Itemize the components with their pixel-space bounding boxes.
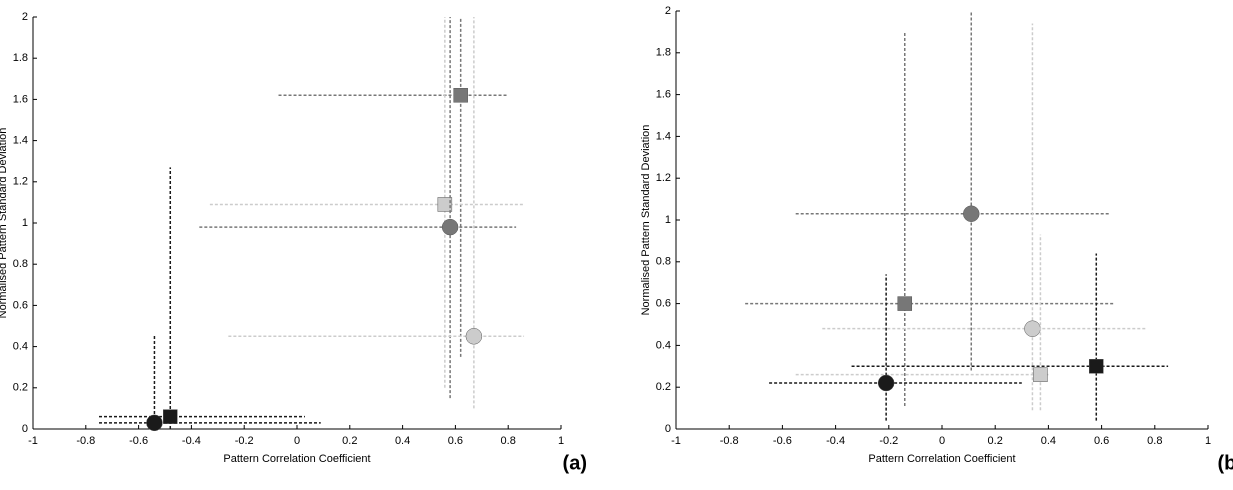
y-tick-label: 0.2 [13, 382, 28, 394]
y-axis-label: Normalised Pattern Standard Deviation [640, 125, 652, 316]
y-tick-label: 0.4 [13, 341, 28, 353]
x-tick-label: -0.6 [129, 435, 148, 447]
x-axis-label: Pattern Correlation Coefficient [868, 453, 1015, 465]
y-tick-label: 1.8 [656, 47, 671, 59]
marker-square [437, 197, 453, 212]
panel-label: (a) [563, 452, 587, 474]
x-tick-label: -0.8 [76, 435, 95, 447]
x-tick-label: 0.2 [342, 435, 357, 447]
y-tick-label: 0.8 [656, 256, 671, 268]
marker-square [1089, 359, 1104, 374]
marker-circle [877, 374, 895, 392]
marker-circle [441, 218, 459, 236]
point-group [851, 253, 1169, 421]
marker-square [163, 409, 178, 424]
y-tick-label: 1.8 [13, 52, 28, 64]
x-tick-label: -0.4 [182, 435, 201, 447]
point-group [795, 234, 1049, 411]
y-tick-label: 2 [665, 5, 671, 17]
x-tick-label: -1 [28, 435, 38, 447]
x-tick-label: 0.2 [988, 435, 1003, 447]
marker-circle [146, 414, 163, 432]
marker-circle [1024, 320, 1041, 337]
x-tick-label: -0.2 [879, 435, 898, 447]
point-group [199, 17, 517, 399]
y-tick-label: 1.6 [656, 89, 671, 101]
x-tick-label: 0 [294, 435, 300, 447]
marker-circle [963, 205, 980, 222]
x-tick-label: 0.6 [448, 435, 463, 447]
point-group [209, 17, 525, 388]
y-tick-label: 0 [665, 423, 671, 435]
x-tick-label: 0.6 [1094, 435, 1109, 447]
x-axis-label: Pattern Correlation Coefficient [223, 453, 370, 465]
x-tick-label: -1 [671, 435, 681, 447]
x-tick-label: -0.2 [235, 435, 254, 447]
y-tick-label: 0.6 [13, 299, 28, 311]
marker-square [897, 296, 913, 311]
y-axis-label: Normalised Pattern Standard Deviation [0, 128, 9, 319]
point-group [99, 167, 305, 429]
y-tick-label: 1.6 [13, 93, 28, 105]
y-tick-label: 1.4 [656, 130, 671, 142]
point-group [745, 31, 1115, 407]
x-tick-label: 1 [558, 435, 564, 447]
y-tick-label: 1.4 [13, 135, 28, 147]
point-group [795, 11, 1110, 371]
x-tick-label: -0.8 [720, 435, 739, 447]
marker-square [453, 88, 468, 103]
x-tick-label: -0.6 [773, 435, 792, 447]
y-tick-label: 2 [22, 11, 28, 23]
x-tick-label: 0.4 [395, 435, 410, 447]
y-tick-label: 1 [665, 214, 671, 226]
point-group [278, 17, 509, 357]
y-tick-label: 0.6 [656, 298, 671, 310]
x-tick-label: 0.4 [1041, 435, 1056, 447]
y-tick-label: 0.8 [13, 258, 28, 270]
y-tick-label: 1 [22, 217, 28, 229]
x-tick-label: 0 [939, 435, 945, 447]
x-tick-label: 1 [1205, 435, 1211, 447]
marker-square [1033, 367, 1048, 382]
x-tick-label: -0.4 [826, 435, 845, 447]
point-group [822, 23, 1147, 411]
x-tick-label: 0.8 [501, 435, 516, 447]
y-tick-label: 0.4 [656, 339, 671, 351]
y-tick-label: 0.2 [656, 381, 671, 393]
y-tick-label: 0 [22, 423, 28, 435]
panel-label: (b) [1217, 452, 1233, 474]
x-tick-label: 0.8 [1147, 435, 1162, 447]
y-tick-label: 1.2 [13, 176, 28, 188]
point-group [99, 334, 321, 432]
y-tick-label: 1.2 [656, 172, 671, 184]
point-group [769, 274, 1022, 421]
point-group [228, 17, 525, 409]
marker-circle [465, 328, 483, 345]
